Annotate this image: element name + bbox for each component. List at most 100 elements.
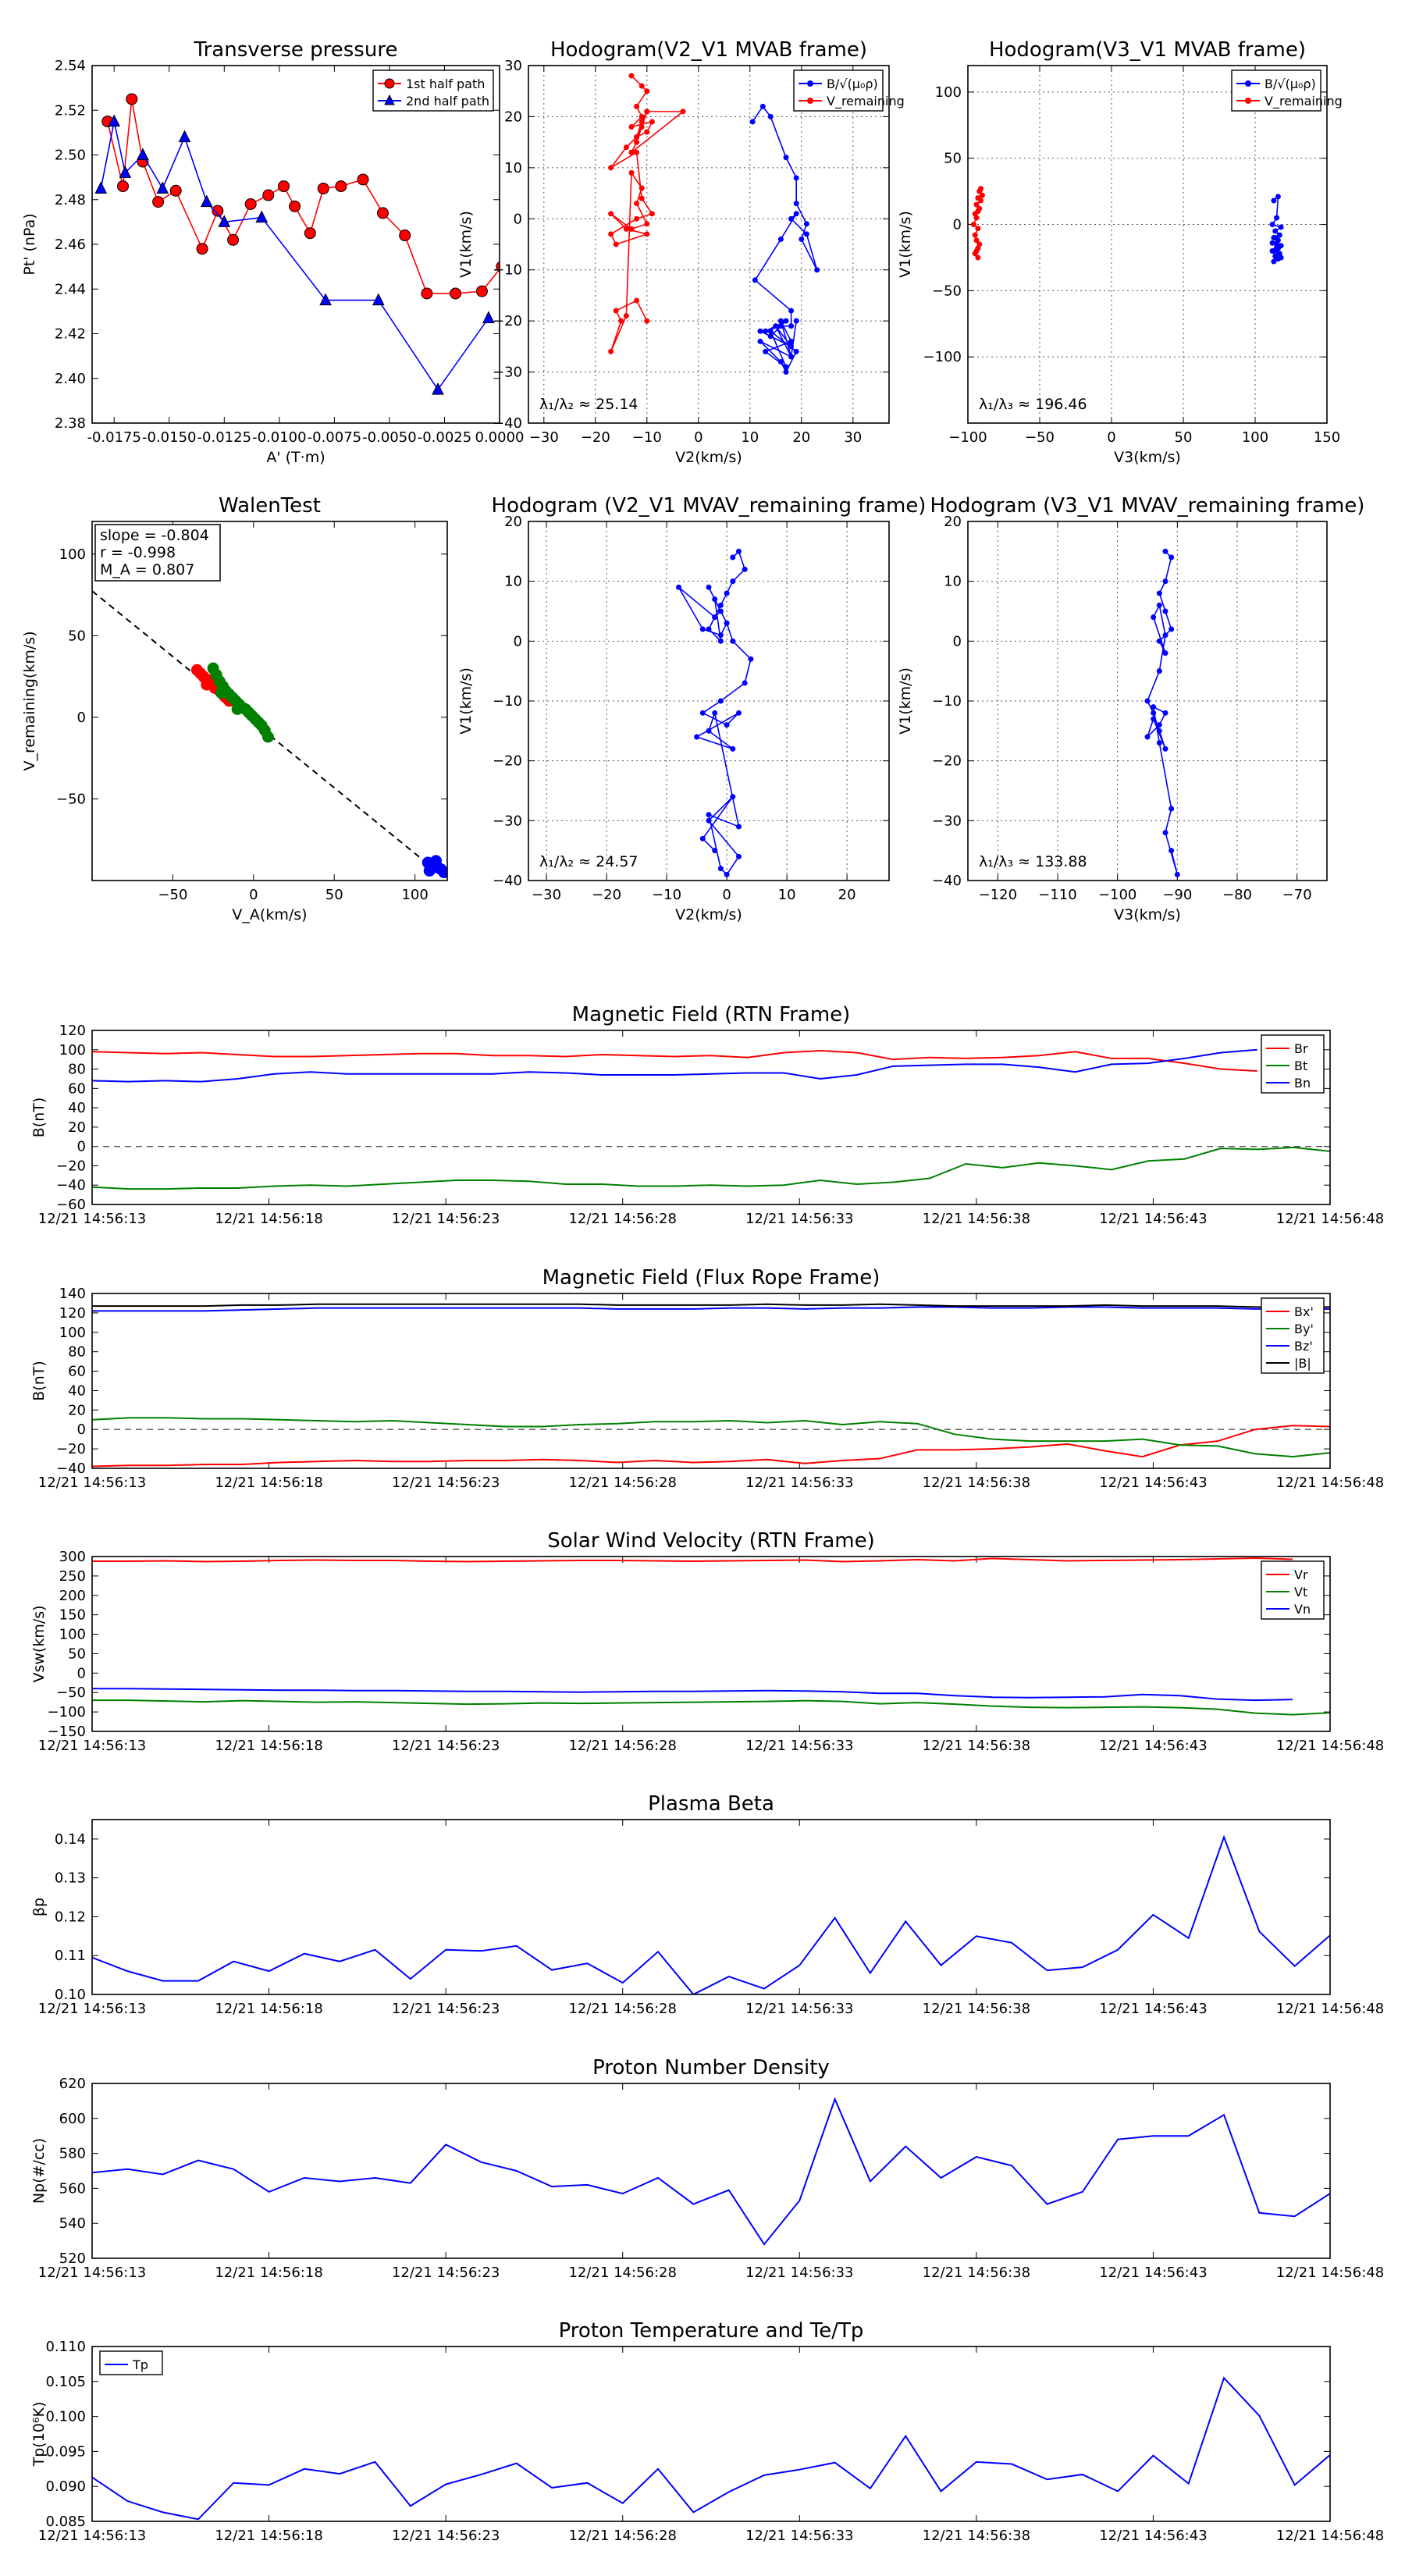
data-point (972, 232, 978, 238)
y-tick-label: 10 (504, 574, 522, 590)
plot-area (92, 2097, 1330, 2246)
data-point (634, 149, 640, 155)
data-point (973, 237, 980, 244)
data-point (1156, 602, 1162, 608)
data-point (638, 113, 645, 119)
series-line (92, 1050, 1257, 1073)
y-tick-label: 0.095 (45, 2443, 86, 2460)
data-point (1151, 716, 1157, 722)
data-point (757, 328, 763, 334)
data-point (706, 817, 712, 824)
data-point (137, 148, 149, 160)
data-point (634, 297, 640, 304)
data-point (628, 149, 635, 155)
y-tick-label: 0.11 (55, 1948, 86, 1964)
legend-label: Vt (1294, 1585, 1307, 1599)
series-By' (92, 1417, 1330, 1458)
plot-area (608, 73, 820, 375)
stats-line: M_A = 0.807 (100, 561, 194, 578)
data-point (788, 323, 795, 329)
data-point (644, 109, 650, 115)
data-point (1174, 871, 1180, 877)
data-point (1162, 830, 1168, 836)
y-tick-label: −30 (493, 813, 522, 829)
legend-box (1261, 1034, 1325, 1094)
data-point (736, 548, 742, 554)
legend-box (1261, 1297, 1325, 1374)
y-tick-label: 2.46 (55, 237, 86, 253)
data-point (335, 180, 347, 193)
chart-np: Proton Number Density 12/21 14:56:13 12/21… (30, 2056, 1384, 2281)
chart-title: Magnetic Field (Flux Rope Frame) (542, 1266, 880, 1290)
stats-box (94, 524, 221, 582)
chart-title: Hodogram (V2_V1 MVAV_remaining frame) (492, 494, 927, 518)
data-point (706, 728, 712, 734)
x-tick-label: 12/21 14:56:48 (1276, 2528, 1384, 2544)
axes-frame (528, 65, 890, 424)
data-point (973, 215, 980, 221)
legend: B/√(μ₀ρ) V_remaining (1231, 69, 1343, 112)
data-point (482, 311, 495, 323)
y-axis-label: V1(km/s) (457, 667, 475, 735)
y-tick-label: 60 (68, 1364, 86, 1380)
x-tick-label: -0.0100 (252, 429, 306, 446)
y-tick-label: −20 (493, 313, 522, 329)
data-point (1276, 232, 1282, 238)
data-point (450, 287, 462, 300)
data-point (1156, 728, 1162, 734)
x-axis-label: V2(km/s) (675, 449, 742, 466)
y-axis-label: V1(km/s) (897, 211, 914, 278)
series-line (92, 2097, 1330, 2246)
x-tick-label: 12/21 14:56:38 (923, 1211, 1030, 1227)
y-tick-label: 50 (68, 1646, 86, 1662)
y-tick-label: −40 (932, 873, 962, 889)
data-point (788, 343, 795, 350)
y-tick-label: −20 (56, 1441, 86, 1457)
y-tick-label: −40 (56, 1461, 86, 1477)
plot-area (92, 1048, 1330, 1190)
data-point (1278, 224, 1284, 230)
x-tick-label: 12/21 14:56:13 (38, 1211, 146, 1227)
y-tick-label: 10 (504, 160, 522, 176)
series-line (92, 1048, 1257, 1083)
data-point (972, 251, 978, 257)
legend-marker (1245, 98, 1251, 104)
data-point (763, 348, 769, 354)
x-tick-label: 100 (401, 887, 428, 903)
series-1st half path (101, 93, 500, 300)
x-tick-label: 12/21 14:56:48 (1276, 2265, 1384, 2281)
data-point (1156, 740, 1162, 746)
data-point (757, 338, 763, 344)
data-point (777, 323, 784, 329)
x-tick-label: −30 (529, 429, 559, 446)
legend-label: Bt (1294, 1059, 1307, 1073)
y-tick-label: 140 (59, 1286, 86, 1302)
data-point (475, 285, 488, 297)
data-point (1168, 806, 1175, 812)
data-point (1269, 222, 1275, 228)
y-axis-label: B(nT) (30, 1098, 48, 1138)
y-tick-label: −50 (56, 791, 86, 807)
y-tick-label: 40 (68, 1100, 86, 1116)
y-tick-label: 0 (514, 633, 522, 649)
y-tick-label: −30 (932, 813, 962, 829)
axes-frame (91, 521, 448, 881)
y-tick-label: −20 (56, 1158, 86, 1174)
plot-area (94, 93, 500, 395)
y-tick-label: 580 (59, 2146, 86, 2162)
data-point (218, 215, 231, 227)
x-tick-label: 12/21 14:56:18 (215, 2265, 322, 2281)
x-tick-label: −20 (581, 429, 610, 446)
axes-frame (91, 1819, 1331, 1995)
data-point (973, 201, 980, 208)
y-tick-label: 30 (504, 58, 522, 74)
plot-area (1144, 548, 1180, 877)
x-tick-label: 12/21 14:56:38 (923, 2528, 1030, 2544)
data-point (608, 211, 614, 217)
legend: 1st half path 2nd half path (372, 69, 494, 112)
x-tick-label: −110 (1038, 887, 1076, 903)
stats-line: slope = -0.804 (100, 527, 209, 544)
legend: Vr Vt Vn (1261, 1560, 1325, 1620)
axes-frame (91, 1293, 1331, 1469)
data-point (649, 211, 655, 217)
